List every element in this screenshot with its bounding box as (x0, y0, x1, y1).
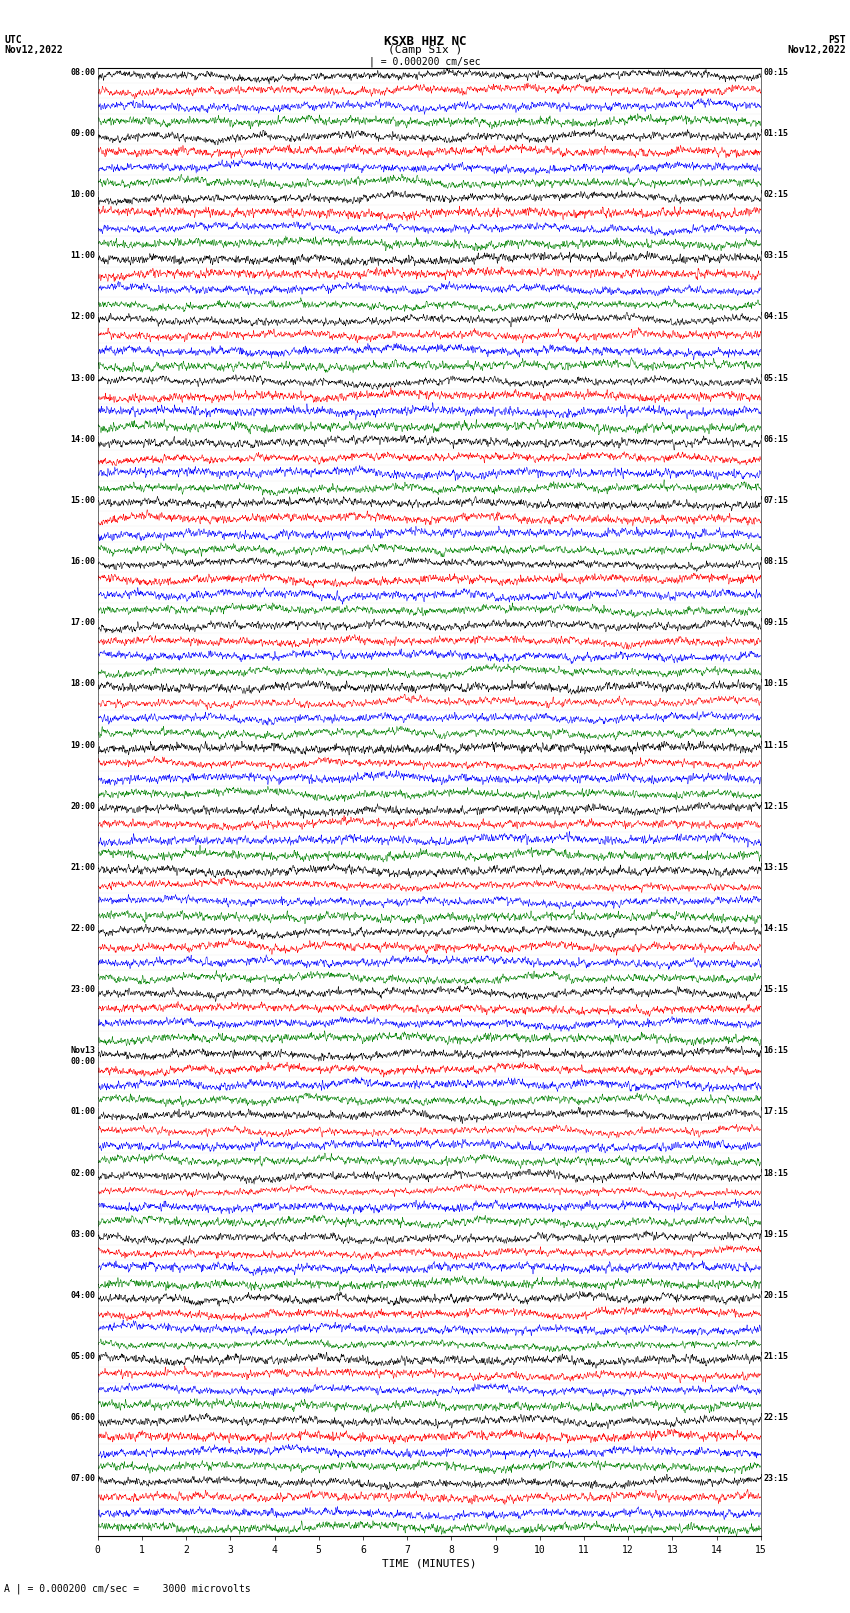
Text: 05:15: 05:15 (763, 374, 788, 382)
Text: 15:15: 15:15 (763, 986, 788, 994)
Text: 05:00: 05:00 (71, 1352, 95, 1361)
X-axis label: TIME (MINUTES): TIME (MINUTES) (382, 1558, 477, 1569)
Text: A | = 0.000200 cm/sec =    3000 microvolts: A | = 0.000200 cm/sec = 3000 microvolts (4, 1582, 251, 1594)
Text: 16:15: 16:15 (763, 1047, 788, 1055)
Text: 00:15: 00:15 (763, 68, 788, 77)
Text: (Camp Six ): (Camp Six ) (388, 45, 462, 55)
Text: 07:15: 07:15 (763, 495, 788, 505)
Text: 10:00: 10:00 (71, 190, 95, 198)
Text: 08:15: 08:15 (763, 556, 788, 566)
Text: 04:15: 04:15 (763, 313, 788, 321)
Text: 22:00: 22:00 (71, 924, 95, 932)
Text: Nov12,2022: Nov12,2022 (4, 45, 63, 55)
Text: 12:00: 12:00 (71, 313, 95, 321)
Text: 18:00: 18:00 (71, 679, 95, 689)
Text: PST: PST (828, 35, 846, 45)
Text: 23:00: 23:00 (71, 986, 95, 994)
Text: 18:15: 18:15 (763, 1168, 788, 1177)
Text: 13:15: 13:15 (763, 863, 788, 871)
Text: 20:15: 20:15 (763, 1290, 788, 1300)
Text: Nov12,2022: Nov12,2022 (787, 45, 846, 55)
Text: 11:00: 11:00 (71, 252, 95, 260)
Text: 10:15: 10:15 (763, 679, 788, 689)
Text: 02:00: 02:00 (71, 1168, 95, 1177)
Text: 04:00: 04:00 (71, 1290, 95, 1300)
Text: 17:15: 17:15 (763, 1108, 788, 1116)
Text: KSXB HHZ NC: KSXB HHZ NC (383, 35, 467, 48)
Text: 21:00: 21:00 (71, 863, 95, 871)
Text: 13:00: 13:00 (71, 374, 95, 382)
Text: Nov13
00:00: Nov13 00:00 (71, 1047, 95, 1066)
Text: UTC: UTC (4, 35, 22, 45)
Text: 17:00: 17:00 (71, 618, 95, 627)
Text: 07:00: 07:00 (71, 1474, 95, 1484)
Text: 01:00: 01:00 (71, 1108, 95, 1116)
Text: 03:15: 03:15 (763, 252, 788, 260)
Text: 06:15: 06:15 (763, 436, 788, 444)
Text: 09:00: 09:00 (71, 129, 95, 137)
Text: 12:15: 12:15 (763, 802, 788, 811)
Text: 16:00: 16:00 (71, 556, 95, 566)
Text: 19:15: 19:15 (763, 1229, 788, 1239)
Text: 08:00: 08:00 (71, 68, 95, 77)
Text: 03:00: 03:00 (71, 1229, 95, 1239)
Text: 14:15: 14:15 (763, 924, 788, 932)
Text: 15:00: 15:00 (71, 495, 95, 505)
Text: 23:15: 23:15 (763, 1474, 788, 1484)
Text: 19:00: 19:00 (71, 740, 95, 750)
Text: 02:15: 02:15 (763, 190, 788, 198)
Text: 20:00: 20:00 (71, 802, 95, 811)
Text: 22:15: 22:15 (763, 1413, 788, 1423)
Text: 01:15: 01:15 (763, 129, 788, 137)
Text: 21:15: 21:15 (763, 1352, 788, 1361)
Text: | = 0.000200 cm/sec: | = 0.000200 cm/sec (369, 56, 481, 68)
Text: 09:15: 09:15 (763, 618, 788, 627)
Text: 14:00: 14:00 (71, 436, 95, 444)
Text: 06:00: 06:00 (71, 1413, 95, 1423)
Text: 11:15: 11:15 (763, 740, 788, 750)
